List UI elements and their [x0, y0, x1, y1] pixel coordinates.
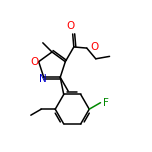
Text: O: O	[91, 42, 99, 52]
Text: N: N	[39, 74, 47, 84]
Text: O: O	[67, 21, 75, 31]
Text: O: O	[31, 57, 39, 67]
Text: F: F	[104, 98, 109, 108]
